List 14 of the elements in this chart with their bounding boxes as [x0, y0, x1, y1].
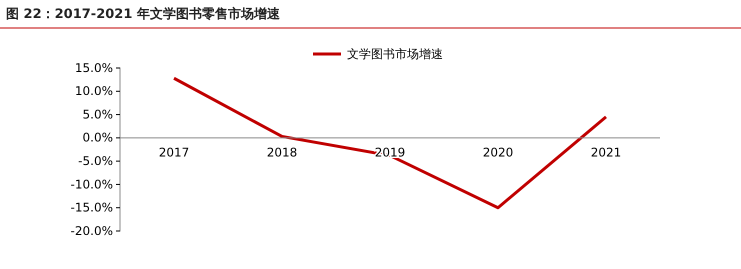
y-tick-label: 10.0% — [74, 84, 113, 98]
x-tick-label: 2018 — [266, 145, 298, 160]
y-tick-label: -10.0% — [70, 177, 113, 192]
y-tick-label: 5.0% — [82, 107, 113, 122]
y-tick-label: -15.0% — [70, 200, 113, 215]
y-tick-label: 0.0% — [82, 130, 113, 145]
y-tick-label: -20.0% — [70, 224, 113, 238]
x-tick-label: 2021 — [590, 145, 622, 160]
x-tick-label: 2020 — [482, 145, 514, 160]
y-tick-label: -5.0% — [78, 154, 113, 168]
chart-title: 图 22：2017-2021 年文学图书零售市场增速 — [6, 6, 281, 22]
y-tick-label: 15.0% — [74, 60, 113, 75]
x-tick-label: 2017 — [158, 145, 190, 160]
legend-label: 文学图书市场增速 — [347, 47, 443, 61]
